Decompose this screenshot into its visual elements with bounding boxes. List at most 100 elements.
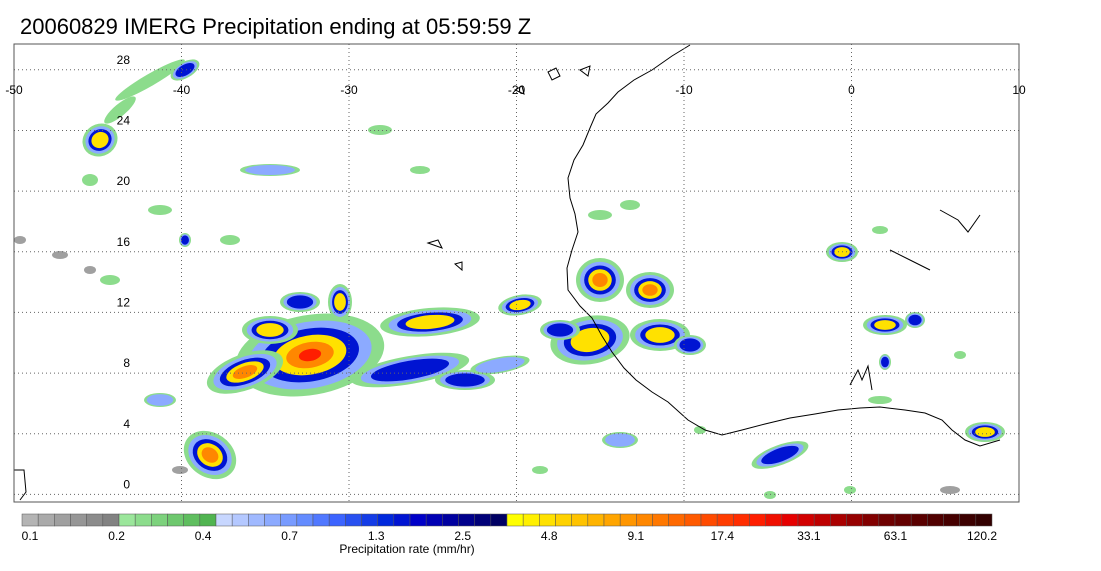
colorbar-swatch (668, 513, 686, 527)
colorbar-swatch (361, 513, 378, 527)
colorbar-swatch (296, 513, 314, 527)
colorbar-swatch (830, 513, 847, 527)
precip-cell (605, 433, 635, 447)
precip-cell (181, 235, 189, 245)
lat-label: 12 (117, 295, 131, 309)
lat-label: 20 (117, 174, 131, 188)
colorbar-tick-label: 2.5 (454, 529, 472, 543)
precip-cell (298, 348, 322, 362)
lon-label: 10 (1012, 83, 1026, 97)
colorbar-swatch (749, 513, 766, 527)
precip-cell (91, 131, 109, 149)
colorbar-swatch (474, 513, 492, 527)
lat-label: 4 (123, 417, 130, 431)
colorbar-swatch (603, 513, 621, 527)
colorbar-swatch (328, 513, 346, 527)
colorbar-swatch (264, 513, 281, 527)
grid-lines (13, 44, 1020, 502)
lat-label: 28 (117, 53, 131, 67)
colorbar-tick-label: 0.7 (281, 529, 298, 543)
island-fragment (426, 239, 444, 249)
colorbar-tick-label: 9.1 (627, 529, 645, 543)
precip-cell (148, 205, 172, 215)
precip-cell (532, 466, 548, 474)
colorbar-swatch (700, 513, 718, 527)
colorbar-swatch (943, 513, 960, 527)
precip-cell (764, 491, 776, 499)
colorbar-swatch (151, 513, 168, 527)
colorbar-swatch (377, 513, 395, 527)
colorbar (21, 513, 993, 527)
precip-cell (881, 356, 889, 368)
lon-label: -40 (173, 83, 191, 97)
colorbar-swatch (70, 513, 87, 527)
colorbar-swatch (571, 513, 589, 527)
lon-label: -20 (508, 83, 526, 97)
precip-cell (844, 486, 856, 494)
colorbar-swatch (813, 513, 831, 527)
colorbar-tick-label: 0.1 (21, 529, 39, 543)
colorbar-swatch (733, 513, 750, 527)
precip-cell (175, 63, 195, 77)
colorbar-title: Precipitation rate (mm/hr) (339, 542, 475, 556)
precipitation-field (14, 59, 1005, 499)
precip-cell (232, 365, 258, 379)
colorbar-swatch (231, 513, 249, 527)
colorbar-swatch (910, 513, 928, 527)
colorbar-tick-label: 63.1 (883, 529, 908, 543)
colorbar-swatch (215, 513, 233, 527)
precip-cell (201, 447, 219, 463)
precip-cell (172, 466, 188, 474)
precip-cell (620, 200, 640, 210)
colorbar-tick-label: 1.3 (367, 529, 385, 543)
precip-cell (509, 299, 531, 311)
latitude-labels: 0 4 8 12 16 20 24 28 (117, 53, 131, 492)
colorbar-swatch (458, 513, 475, 527)
colorbar-swatch (134, 513, 152, 527)
colorbar-swatch (975, 513, 993, 527)
colorbar-tick-label: 17.4 (710, 529, 735, 543)
colorbar-swatch (86, 513, 104, 527)
precip-cell (220, 235, 240, 245)
colorbar-swatch (862, 513, 880, 527)
colorbar-swatch (619, 513, 637, 527)
precip-cell (975, 427, 995, 437)
lon-label: 0 (848, 83, 855, 97)
precip-cell (868, 396, 892, 404)
island-fragment (547, 67, 561, 81)
colorbar-swatch (781, 513, 799, 527)
precip-cell (52, 251, 68, 259)
island-fragment (14, 469, 27, 501)
precip-cell (368, 125, 392, 135)
lat-label: 0 (123, 477, 130, 491)
colorbar-tick-label: 120.2 (966, 529, 998, 543)
colorbar-swatch (959, 513, 977, 527)
colorbar-swatch (54, 513, 71, 527)
colorbar-swatch (102, 513, 120, 527)
colorbar-swatch (652, 513, 669, 527)
lon-label: -30 (340, 83, 358, 97)
precip-cell (245, 165, 295, 175)
precip-cell (334, 293, 346, 311)
colorbar-swatch (490, 513, 508, 527)
colorbar-swatch (797, 513, 815, 527)
colorbar-swatch (199, 513, 217, 527)
map-title: 20060829 IMERG Precipitation ending at 0… (20, 14, 532, 39)
precip-cell (104, 96, 136, 124)
colorbar-swatch (167, 513, 184, 527)
lake-fragment (849, 364, 873, 391)
precip-cell (588, 210, 612, 220)
precip-cell (84, 266, 96, 274)
colorbar-swatch (393, 513, 411, 527)
precip-cell (475, 357, 525, 373)
precip-cell (874, 320, 896, 330)
coastline (14, 44, 1001, 501)
precip-cell (370, 358, 450, 382)
colorbar-swatch (894, 513, 912, 527)
colorbar-swatch (522, 513, 540, 527)
lon-label: -10 (675, 83, 693, 97)
precip-cell (100, 275, 120, 285)
island-fragment (513, 85, 525, 95)
colorbar-tick-label: 0.4 (194, 529, 212, 543)
